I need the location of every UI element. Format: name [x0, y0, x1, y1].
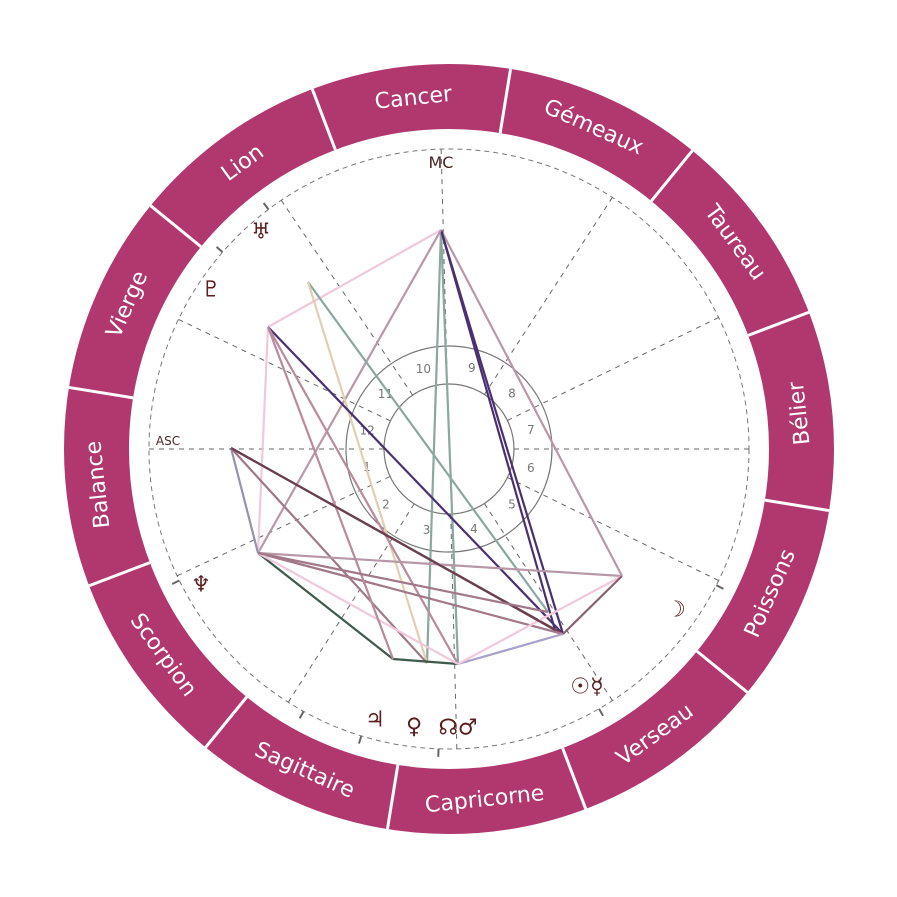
- house-number-2: 2: [382, 497, 390, 511]
- chart-labels: MC ASC ♅ ♇ ♆ ♃ ♀ ☊♂ ☉☿ ☽: [156, 153, 686, 741]
- aspect-lines: [229, 229, 623, 666]
- planet-tick: [171, 579, 180, 585]
- sign-divider: [764, 498, 830, 513]
- jupiter-glyph-icon: ♃: [365, 708, 385, 733]
- aspect-line: [392, 657, 459, 666]
- house-number-5: 5: [508, 498, 516, 512]
- aspect-line: [266, 326, 395, 660]
- house-number-7: 7: [527, 423, 535, 437]
- sign-divider: [561, 747, 588, 810]
- aspect-line: [267, 326, 564, 635]
- house-circle-outer: [345, 345, 553, 553]
- sign-divider: [385, 764, 400, 830]
- house-cusp-6: [507, 477, 719, 581]
- house-number-6: 6: [527, 461, 535, 475]
- house-number-9: 9: [468, 361, 476, 375]
- moon-glyph-icon: ☽: [666, 598, 686, 623]
- node-mars-glyph-icon: ☊♂: [438, 716, 477, 741]
- sign-divider: [650, 149, 694, 202]
- aspect-line: [267, 229, 442, 328]
- aspect-line: [457, 632, 564, 666]
- aspect-line: [230, 447, 556, 631]
- uranus-glyph-icon: ♅: [251, 220, 271, 245]
- sign-divider: [310, 88, 337, 151]
- planet-tick: [598, 708, 604, 717]
- planet-tick: [262, 202, 270, 211]
- sign-divider: [204, 696, 248, 749]
- aspect-line: [425, 229, 443, 664]
- aspect-line: [439, 229, 460, 665]
- aspect-line: [257, 552, 459, 665]
- house-number-8: 8: [508, 386, 516, 400]
- neptune-glyph-icon: ♆: [191, 573, 211, 598]
- mc-label: MC: [429, 153, 454, 172]
- house-number-3: 3: [423, 523, 431, 537]
- planet-tick: [298, 710, 305, 719]
- sign-divider: [68, 385, 134, 400]
- chart-inner: 123456789101112: [148, 148, 750, 757]
- house-cusp-3: [287, 503, 415, 703]
- sign-divider: [88, 561, 151, 588]
- aspect-line: [257, 551, 564, 636]
- aspect-line: [230, 447, 428, 664]
- sign-divider: [149, 204, 202, 248]
- house-cusp-8: [507, 317, 719, 421]
- planet-tick: [215, 246, 224, 253]
- aspect-line: [257, 551, 549, 614]
- aspect-line: [457, 575, 623, 665]
- aspect-line: [440, 229, 623, 577]
- house-cusp-9: [483, 197, 613, 395]
- sign-divider: [747, 310, 810, 337]
- aspect-line: [306, 281, 429, 664]
- aspect-line: [229, 447, 260, 554]
- house-cusp-11: [280, 200, 414, 396]
- aspect-line: [257, 552, 394, 660]
- sun-mercury-glyph-icon: ☉☿: [570, 675, 603, 700]
- asc-label: ASC: [156, 434, 180, 448]
- zodiac-band: [64, 64, 834, 834]
- sign-divider: [498, 68, 513, 134]
- house-number-1: 1: [363, 460, 371, 474]
- aspect-line: [267, 326, 459, 665]
- planet-tick: [357, 735, 363, 744]
- sign-divider: [696, 650, 749, 694]
- aspect-line: [256, 326, 270, 554]
- house-number-11: 11: [378, 387, 393, 401]
- venus-glyph-icon: ♀: [406, 715, 422, 740]
- planet-tick: [715, 584, 724, 590]
- house-number-4: 4: [470, 522, 478, 536]
- pluto-glyph-icon: ♇: [201, 278, 221, 303]
- house-number-10: 10: [416, 362, 431, 376]
- aspect-line: [562, 575, 623, 635]
- aspect-line: [307, 281, 549, 613]
- aspect-line: [439, 229, 557, 631]
- aspect-line: [257, 229, 442, 554]
